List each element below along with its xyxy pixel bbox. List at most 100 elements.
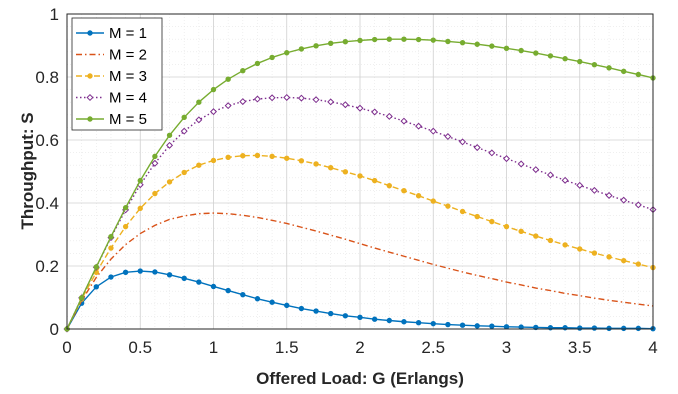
legend-label: M = 1 [109, 25, 147, 42]
x-tick-label: 1 [209, 338, 218, 357]
y-tick-labels: 0 0.2 0.4 0.6 0.8 1 [35, 5, 59, 339]
data-point [415, 122, 423, 130]
data-point [518, 228, 524, 235]
legend-item: M = 1 [76, 25, 147, 42]
data-point [93, 284, 99, 290]
data-point [606, 254, 612, 260]
legend: M = 1 M = 2 M = 3 M = 4 M = 5 [71, 17, 163, 131]
data-point [445, 321, 451, 328]
data-point [239, 98, 247, 106]
data-point [328, 40, 334, 46]
data-point [268, 94, 276, 102]
series-5 [64, 36, 656, 332]
data-point [210, 86, 217, 93]
data-point [561, 176, 569, 184]
data-point [137, 205, 143, 212]
data-point [620, 196, 628, 204]
data-point [430, 320, 436, 327]
data-point [517, 160, 525, 168]
x-tick-label: 0.5 [128, 338, 152, 357]
data-point [415, 320, 422, 326]
data-point [518, 47, 524, 54]
data-point [489, 323, 495, 329]
data-point [284, 155, 290, 161]
data-point [269, 54, 275, 61]
data-point [152, 190, 158, 197]
data-point [122, 223, 129, 230]
data-point [341, 101, 349, 109]
data-point [254, 296, 261, 302]
data-point [122, 205, 129, 211]
data-point [166, 141, 174, 149]
data-point [357, 173, 363, 179]
data-point [459, 138, 467, 146]
data-point [312, 96, 320, 104]
data-point [621, 325, 627, 332]
data-point [401, 319, 407, 325]
data-point [342, 169, 349, 175]
data-point [342, 313, 349, 319]
data-point [488, 149, 496, 157]
data-point [445, 203, 451, 209]
data-point [195, 116, 203, 124]
y-tick-label: 0.6 [35, 131, 59, 150]
data-point [254, 60, 261, 67]
data-point [151, 159, 159, 167]
plot-frame [66, 13, 654, 330]
data-point [298, 305, 305, 312]
x-tick-label: 4 [648, 338, 657, 357]
data-point [152, 153, 158, 160]
data-point [108, 274, 114, 280]
data-point [429, 127, 437, 135]
data-point [473, 144, 481, 152]
legend-label: M = 3 [109, 68, 147, 85]
data-point [577, 246, 583, 252]
data-point [87, 30, 93, 36]
data-point [240, 153, 246, 159]
data-point [180, 127, 188, 135]
data-point [240, 291, 246, 298]
y-tick-label: 0.2 [35, 257, 59, 276]
data-point [386, 182, 392, 189]
data-point [430, 198, 436, 204]
x-tick-label: 2.5 [421, 338, 445, 357]
y-tick-label: 1 [50, 5, 59, 24]
data-point [166, 132, 173, 138]
legend-label: M = 5 [109, 111, 147, 128]
data-point [401, 36, 407, 42]
data-point [562, 242, 568, 248]
data-point [606, 325, 612, 332]
data-point [459, 39, 466, 46]
data-point [606, 65, 612, 71]
data-point [152, 269, 158, 275]
data-point [533, 50, 539, 56]
data-point [459, 208, 466, 215]
data-point [635, 71, 642, 78]
data-point [166, 179, 173, 185]
data-point [385, 112, 393, 120]
data-point [502, 155, 511, 163]
data-point [87, 73, 93, 79]
legend-box [71, 17, 163, 131]
legend-label: M = 4 [109, 90, 147, 107]
data-point [371, 316, 378, 322]
data-point [371, 108, 379, 116]
data-point [562, 56, 568, 62]
data-point [254, 152, 261, 159]
data-point [576, 181, 584, 189]
data-point [577, 58, 583, 65]
data-point [181, 169, 187, 176]
data-point [605, 191, 613, 199]
data-point [445, 38, 451, 45]
data-point [327, 98, 335, 106]
y-tick-label: 0.4 [35, 194, 59, 213]
legend-item: M = 3 [76, 68, 147, 85]
series-2 [66, 212, 654, 330]
data-point [269, 153, 275, 160]
legend-item: M = 5 [76, 111, 147, 128]
data-point [634, 201, 642, 209]
data-point [209, 108, 218, 116]
data-point [474, 41, 480, 47]
data-point [357, 37, 363, 44]
legend-label: M = 2 [109, 47, 147, 64]
